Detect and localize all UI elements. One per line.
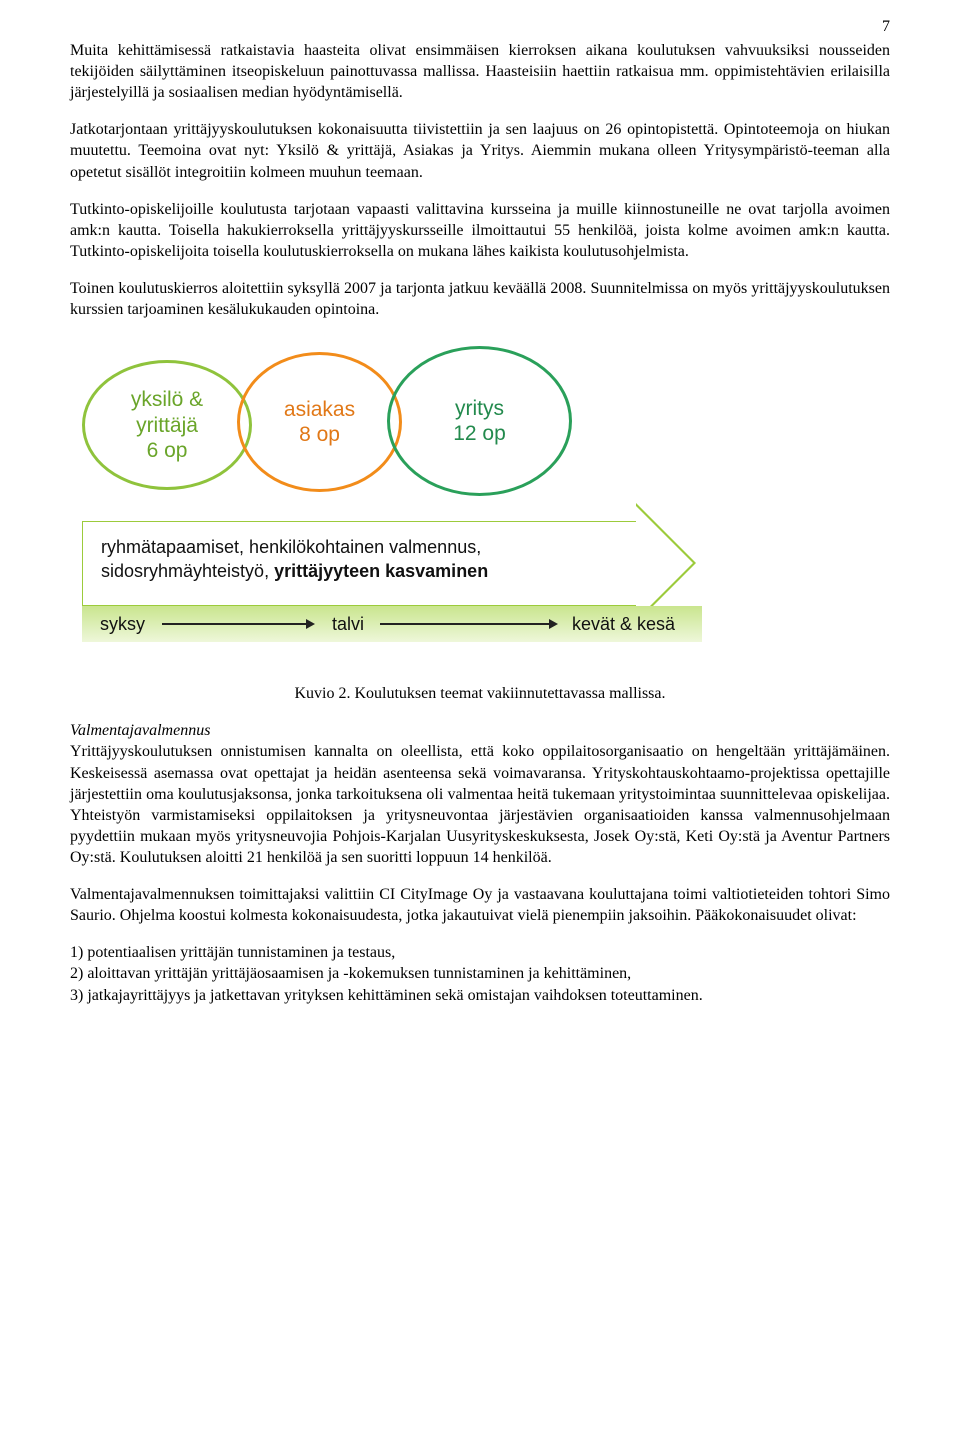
arrow-band: ryhmätapaamiset, henkilökohtainen valmen… bbox=[82, 515, 722, 645]
season-syksy: syksy bbox=[100, 614, 145, 635]
figure-koulutuksen-teemat: yksilö &yrittäjä6 opasiakas8 opyritys12 … bbox=[82, 340, 722, 645]
page-number: 7 bbox=[882, 18, 890, 36]
oval-label-line: yksilö & bbox=[131, 387, 203, 412]
paragraph: Yrittäjyyskoulutuksen onnistumisen kanna… bbox=[70, 741, 890, 868]
paragraph: Jatkotarjontaan yrittäjyyskoulutuksen ko… bbox=[70, 119, 890, 182]
band-line2a: sidosryhmäyhteistyö, bbox=[101, 561, 274, 581]
paragraph: Tutkinto-opiskelijoille koulutusta tarjo… bbox=[70, 199, 890, 262]
arrow-band-body: ryhmätapaamiset, henkilökohtainen valmen… bbox=[82, 521, 637, 606]
theme-oval: asiakas8 op bbox=[237, 352, 402, 492]
oval-label-line: asiakas bbox=[284, 397, 355, 422]
paragraph: Valmentajavalmennuksen toimittajaksi val… bbox=[70, 884, 890, 926]
band-line2b: yrittäjyyteen kasvaminen bbox=[274, 561, 488, 581]
band-line1: ryhmätapaamiset, henkilökohtainen valmen… bbox=[101, 537, 481, 557]
oval-label-line: yrittäjä bbox=[136, 413, 198, 438]
list-item: 2) aloittavan yrittäjän yrittäjäosaamise… bbox=[70, 963, 890, 984]
arrow-right-icon bbox=[380, 623, 550, 625]
oval-label-line: 6 op bbox=[147, 438, 188, 463]
list-item: 3) jatkajayrittäjyys ja jatkettavan yrit… bbox=[70, 985, 890, 1006]
list-item: 1) potentiaalisen yrittäjän tunnistamine… bbox=[70, 942, 890, 963]
arrow-band-head-icon bbox=[636, 503, 696, 623]
arrow-right-icon bbox=[162, 623, 307, 625]
theme-oval: yritys12 op bbox=[387, 346, 572, 496]
figure-caption: Kuvio 2. Koulutuksen teemat vakiinnutett… bbox=[70, 683, 890, 704]
paragraph: Toinen koulutuskierros aloitettiin syksy… bbox=[70, 278, 890, 320]
oval-label-line: 8 op bbox=[299, 422, 340, 447]
season-kevat-kesa: kevät & kesä bbox=[572, 614, 675, 635]
subheading: Valmentajavalmennus bbox=[70, 720, 890, 741]
season-talvi: talvi bbox=[332, 614, 364, 635]
paragraph: Muita kehittämisessä ratkaistavia haaste… bbox=[70, 40, 890, 103]
ovals-row: yksilö &yrittäjä6 opasiakas8 opyritys12 … bbox=[82, 340, 722, 505]
theme-oval: yksilö &yrittäjä6 op bbox=[82, 360, 252, 490]
oval-label-line: yritys bbox=[455, 396, 504, 421]
season-bar: syksy talvi kevät & kesä bbox=[82, 606, 702, 642]
oval-label-line: 12 op bbox=[453, 421, 506, 446]
